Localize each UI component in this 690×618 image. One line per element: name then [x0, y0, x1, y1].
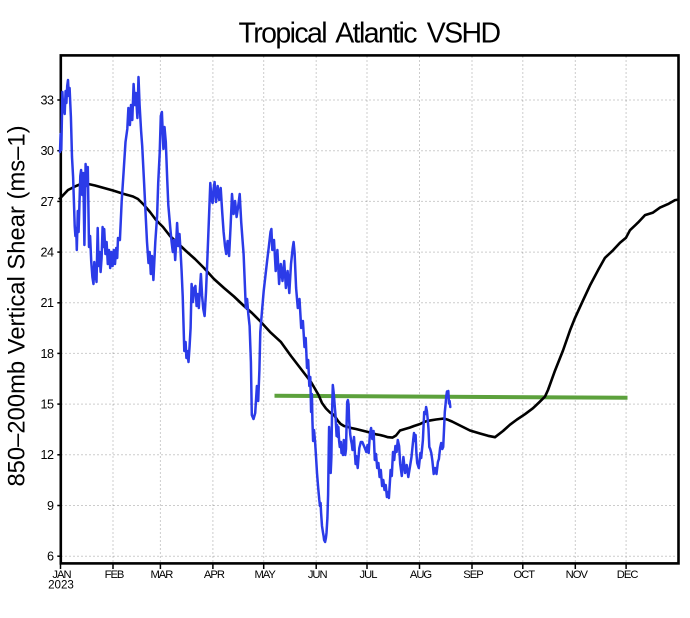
svg-text:SEP: SEP — [463, 569, 483, 581]
svg-text:MAY: MAY — [254, 569, 276, 581]
svg-text:OCT: OCT — [513, 569, 535, 581]
svg-text:DEC: DEC — [617, 569, 639, 581]
svg-text:18: 18 — [40, 347, 54, 361]
svg-text:24: 24 — [40, 246, 54, 260]
svg-text:JUN: JUN — [308, 569, 328, 581]
svg-text:JUL: JUL — [360, 569, 378, 581]
svg-text:JAN: JAN — [52, 569, 71, 581]
svg-text:Tropical Atlantic VSHD: Tropical Atlantic VSHD — [238, 17, 500, 49]
svg-text:30: 30 — [40, 144, 54, 158]
svg-text:NOV: NOV — [566, 569, 589, 581]
svg-text:33: 33 — [40, 93, 54, 107]
svg-text:15: 15 — [40, 398, 54, 412]
svg-text:6: 6 — [47, 550, 54, 564]
svg-text:APR: APR — [204, 569, 225, 581]
svg-text:MAR: MAR — [150, 569, 173, 581]
svg-text:2023: 2023 — [48, 579, 74, 592]
svg-text:AUG: AUG — [410, 569, 432, 581]
svg-text:9: 9 — [47, 499, 54, 513]
svg-text:FEB: FEB — [105, 569, 124, 581]
svg-text:21: 21 — [40, 296, 54, 310]
svg-text:850–200mb Vertical Shear (ms–1: 850–200mb Vertical Shear (ms–1) — [3, 125, 30, 486]
svg-text:12: 12 — [40, 448, 54, 462]
svg-text:27: 27 — [40, 195, 54, 209]
